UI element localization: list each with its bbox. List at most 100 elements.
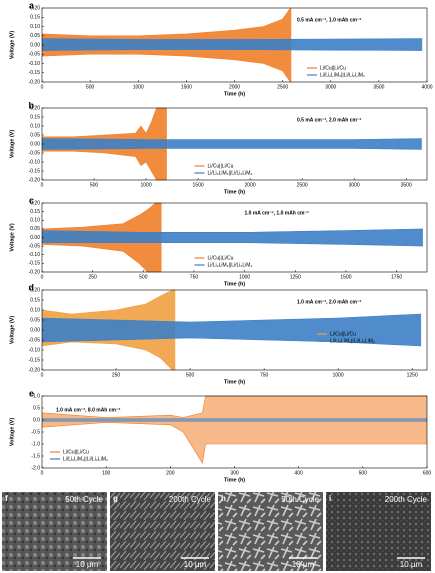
x-tick-label: 0 xyxy=(41,470,44,476)
series-lower xyxy=(41,337,422,347)
legend-label: Li/Cu||Li/Cu xyxy=(63,449,89,455)
series-upper xyxy=(41,38,423,40)
y-tick-label: -0.10 xyxy=(29,347,41,353)
x-tick-label: 200 xyxy=(166,470,175,476)
legend-label: Li/Cu||Li/Cu xyxy=(330,331,356,337)
y-tick-label: -0.15 xyxy=(29,70,41,76)
image-panel-letter: f xyxy=(5,494,8,503)
chart: e -2.0 -1.5 -1.0 -0.5 0.0 0.5 1.0 0 100 200 300 400 5… xyxy=(9,388,431,483)
scale-label: 10 μm xyxy=(76,560,99,569)
scale-label: 10 μm xyxy=(292,560,315,569)
legend-label: Li/Cu||Li/Cu xyxy=(208,255,234,261)
x-tick-label: 1000 xyxy=(140,182,151,188)
y-tick-label: 0.05 xyxy=(30,317,40,323)
y-tick-label: 0.10 xyxy=(30,24,40,30)
annotation: 1.0 mA cm⁻², 2.0 mAh cm⁻² xyxy=(297,299,362,305)
x-tick-label: 1500 xyxy=(181,84,192,90)
x-tick-label: 500 xyxy=(359,470,368,476)
y-tick-label: 0.20 xyxy=(30,5,40,11)
series-band xyxy=(42,314,422,346)
legend-label: Li/Li₂LiM₂||Li/Li₂LiM₂ xyxy=(208,170,253,176)
y-tick-label: 0.05 xyxy=(30,132,40,138)
sem-images: f 50th Cycle 10 μm g 200th Cycle 10 μm h 50th C… xyxy=(2,492,431,571)
y-tick-label: -0.15 xyxy=(29,261,41,267)
x-tick-label: 500 xyxy=(186,372,195,378)
series-upper xyxy=(41,7,292,37)
image-label: 50th Cycle xyxy=(65,495,103,504)
x-tick-label: 3500 xyxy=(401,182,412,188)
series-upper xyxy=(41,138,422,140)
x-axis-label: Time (h) xyxy=(224,477,245,483)
legend-label: Li/Li₂LiM₂||Li/Li₂LiM₂ xyxy=(330,338,375,344)
y-tick-label: 0.00 xyxy=(30,327,40,333)
y-tick-label: -0.20 xyxy=(29,269,41,275)
x-tick-label: 250 xyxy=(88,274,97,280)
chart: c -0.20 -0.15 -0.10 -0.05 0.00 0.05 0.10 0.15 0.2… xyxy=(9,195,428,287)
x-tick-label: 500 xyxy=(90,182,99,188)
y-tick-label: -0.20 xyxy=(29,367,41,373)
x-tick-label: 250 xyxy=(112,372,121,378)
legend-label: Li/Li₂LiM₂||Li/Li₂LiM₂ xyxy=(208,262,253,268)
x-tick-label: 1500 xyxy=(193,182,204,188)
x-tick-label: 4000 xyxy=(421,84,432,90)
y-tick-label: 0.15 xyxy=(30,15,40,21)
x-tick-label: 0 xyxy=(41,274,44,280)
x-tick-label: 2500 xyxy=(277,84,288,90)
y-tick-label: -0.05 xyxy=(29,337,41,343)
y-axis-label: Voltage (V) xyxy=(9,130,15,158)
y-tick-label: 0.15 xyxy=(30,114,40,120)
image-label: 50th Cycle xyxy=(281,495,319,504)
series-band xyxy=(42,38,423,51)
annotation: 1.0 mA cm⁻², 8.0 mAh cm⁻² xyxy=(56,407,121,413)
chart: a -0.20 -0.15 -0.10 -0.05 0.00 0.05 0.10 0.15 0.2… xyxy=(9,0,432,97)
legend-label: Li/Li₂LiM₂||Li/Li₂LiM₂ xyxy=(320,72,365,78)
y-tick-label: 1.0 xyxy=(33,393,40,399)
series-lower xyxy=(42,242,423,247)
y-tick-label: 0.05 xyxy=(30,226,40,232)
charts: a-0.20-0.15-0.10-0.050.000.050.100.150.2… xyxy=(9,0,432,483)
y-tick-label: -0.10 xyxy=(29,61,41,67)
series-band xyxy=(42,396,427,464)
x-tick-label: 3500 xyxy=(373,84,384,90)
x-tick-label: 750 xyxy=(260,372,269,378)
x-tick-label: 600 xyxy=(423,470,432,476)
y-tick-label: 0.15 xyxy=(30,297,40,303)
x-tick-label: 2000 xyxy=(245,182,256,188)
series-upper xyxy=(41,313,422,323)
image-label: 200th Cycle xyxy=(385,495,428,504)
x-tick-label: 100 xyxy=(102,470,111,476)
y-tick-label: -0.15 xyxy=(29,357,41,363)
y-tick-label: -0.15 xyxy=(29,168,41,174)
legend-label: Li/Cu||Li/Cu xyxy=(208,163,234,169)
y-tick-label: 0.0 xyxy=(33,417,40,423)
y-axis-label: Voltage (V) xyxy=(9,31,15,59)
series-band xyxy=(42,138,422,150)
image-panel-letter: h xyxy=(221,494,226,503)
x-tick-label: 1750 xyxy=(391,274,402,280)
x-tick-label: 1000 xyxy=(239,274,250,280)
y-tick-label: 0.10 xyxy=(30,307,40,313)
legend-label: Li/Li₂LiM₂||Li/Li₂LiM₂ xyxy=(63,456,108,462)
y-tick-label: 0.10 xyxy=(30,218,40,224)
image-panel-letter: g xyxy=(113,494,118,503)
series-lower xyxy=(41,422,427,465)
x-tick-label: 500 xyxy=(139,274,148,280)
x-tick-label: 3000 xyxy=(325,84,336,90)
x-axis-label: Time (h) xyxy=(224,379,245,385)
y-tick-label: 0.10 xyxy=(30,123,40,129)
y-tick-label: -2.0 xyxy=(31,465,40,471)
y-tick-label: -0.5 xyxy=(31,429,40,435)
annotation: 0.5 mA cm⁻², 1.0 mAh cm⁻² xyxy=(297,17,362,23)
y-tick-label: -0.10 xyxy=(29,252,41,258)
x-tick-label: 1250 xyxy=(290,274,301,280)
x-axis-label: Time (h) xyxy=(224,189,245,195)
y-tick-label: -0.10 xyxy=(29,159,41,165)
scale-label: 10 μm xyxy=(184,560,207,569)
y-tick-label: -0.20 xyxy=(29,177,41,183)
x-axis-label: Time (h) xyxy=(224,281,245,287)
x-tick-label: 300 xyxy=(230,470,239,476)
panel-letter: c xyxy=(29,195,34,205)
y-tick-label: 0.00 xyxy=(30,42,40,48)
panel-letter: d xyxy=(29,282,35,292)
